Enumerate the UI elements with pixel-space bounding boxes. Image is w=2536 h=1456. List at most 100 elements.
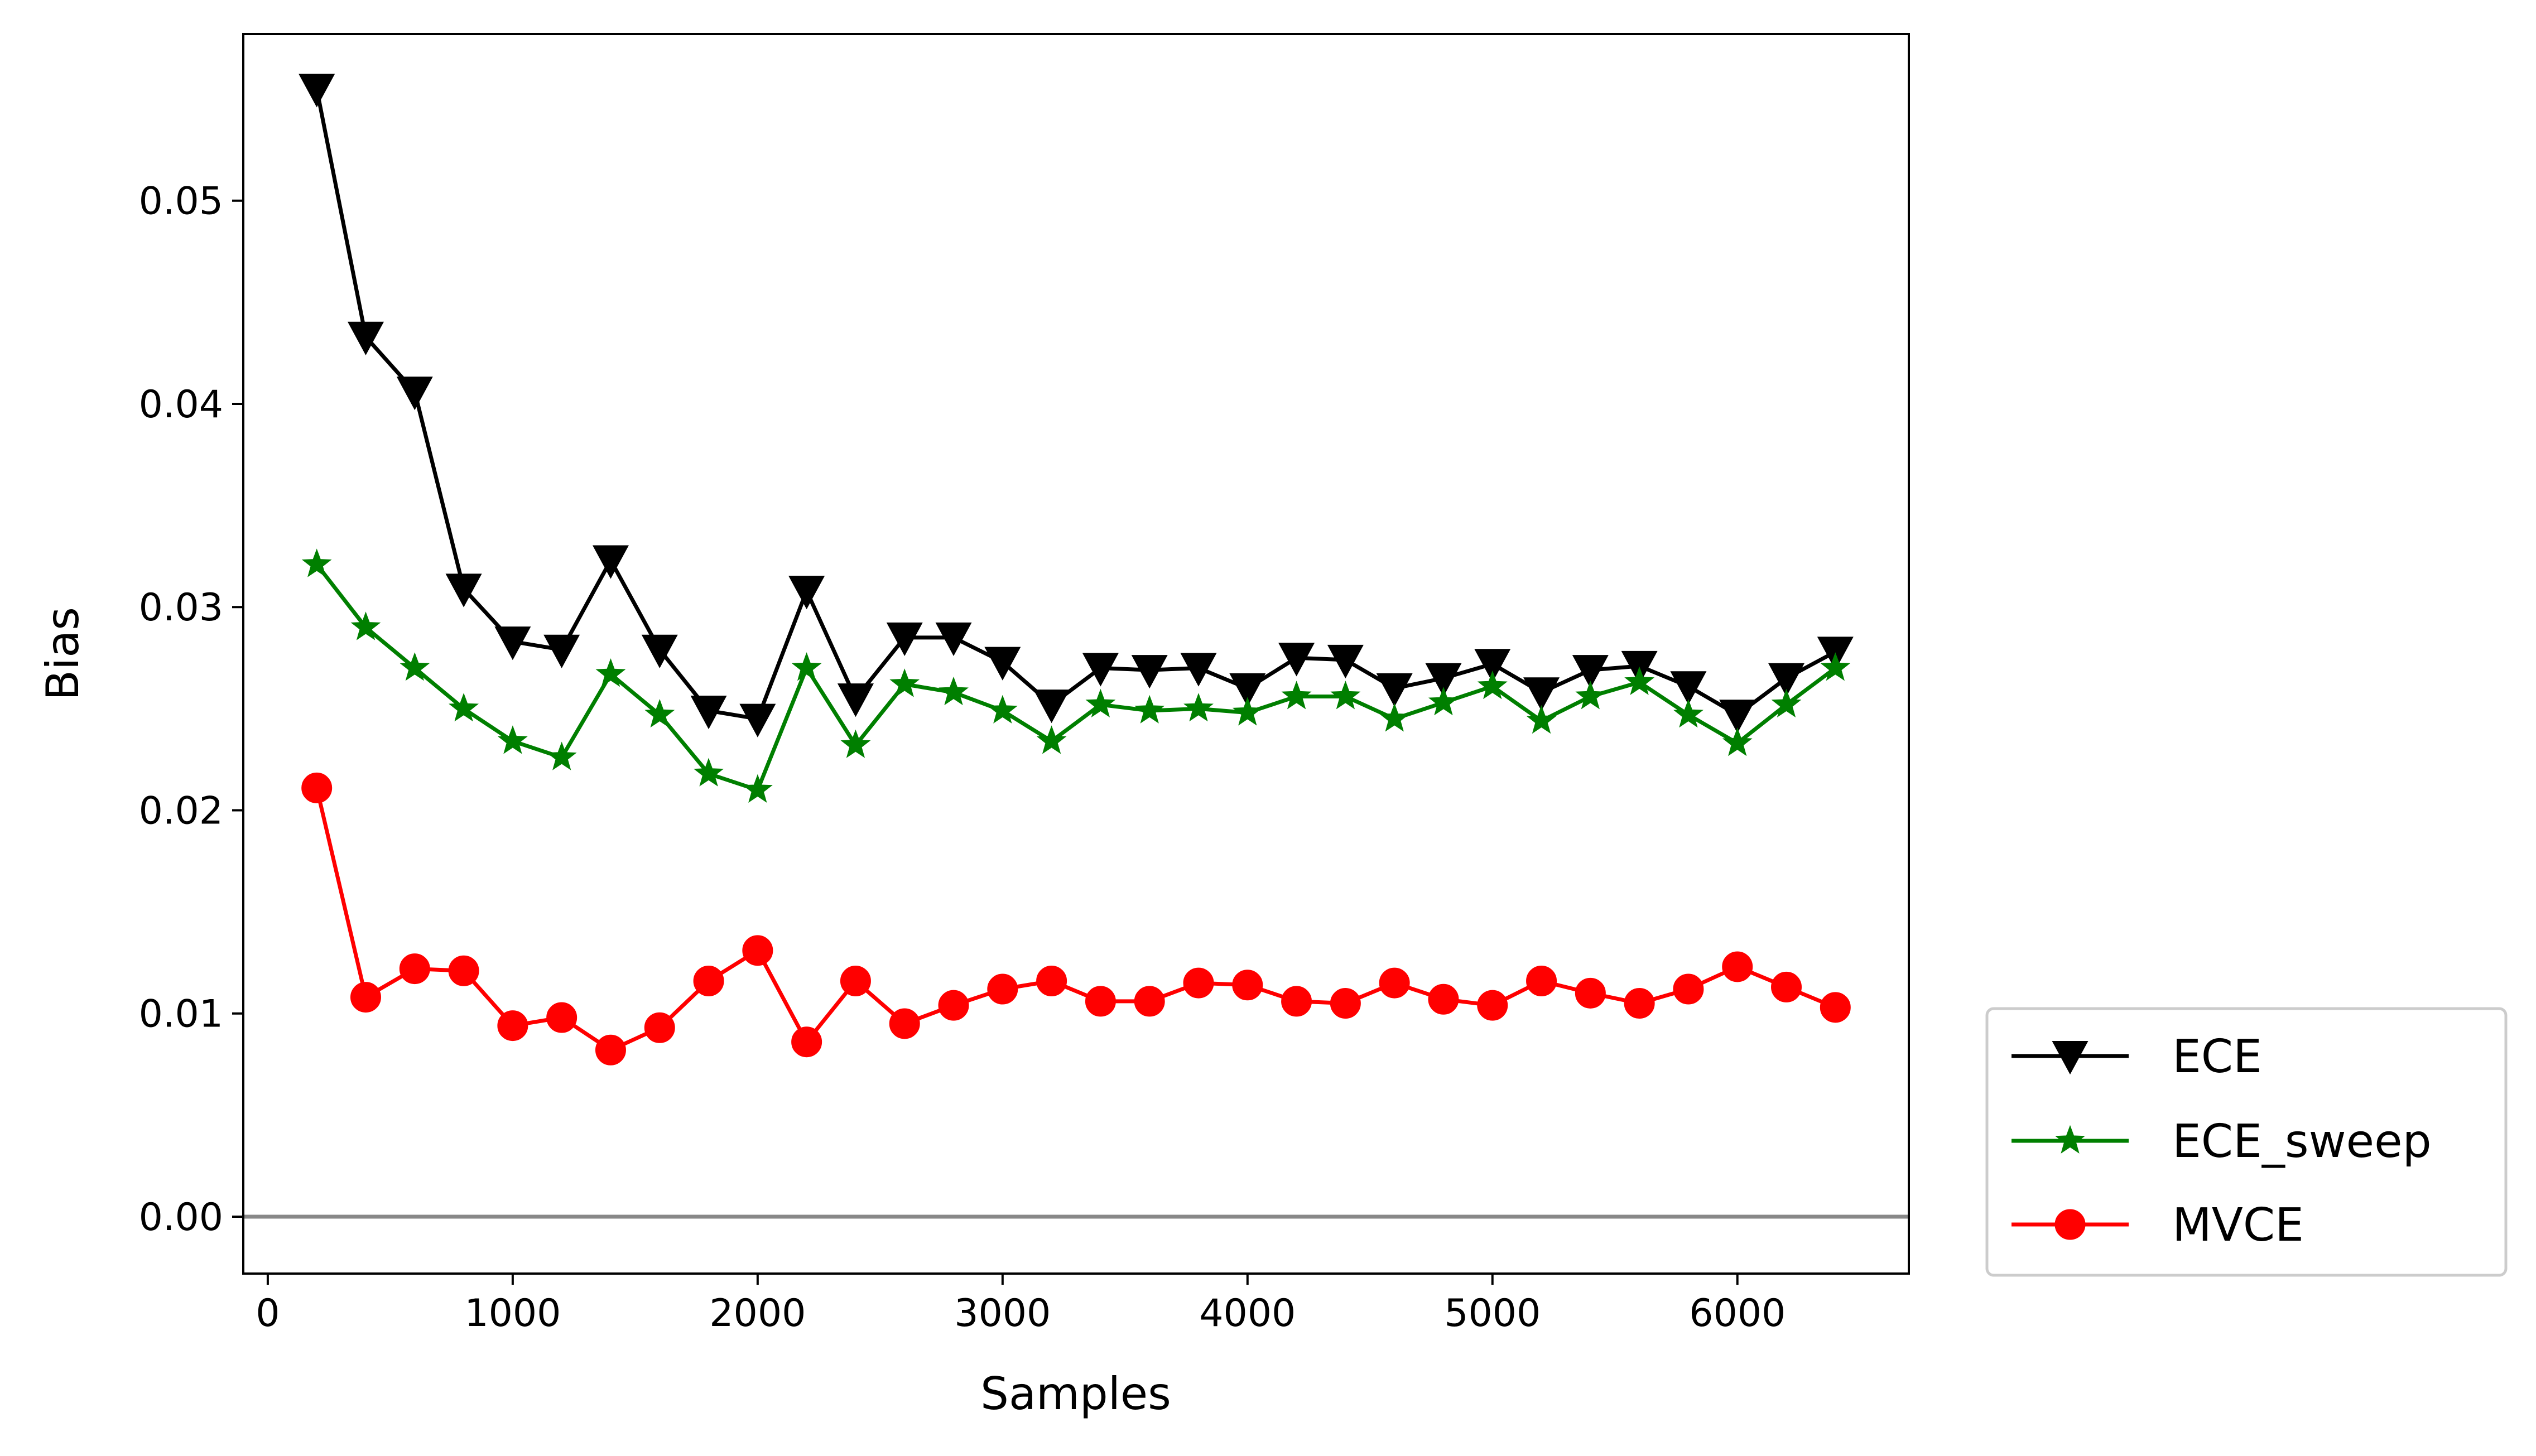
point-mvce-2600 — [889, 1008, 920, 1039]
point-ece-6000 — [1719, 700, 1756, 734]
legend-marker-ece — [2052, 1041, 2089, 1075]
point-mvce-4400 — [1330, 988, 1361, 1019]
point-ece-4200 — [1278, 643, 1315, 677]
legend-label-ece: ECE — [2172, 1030, 2262, 1083]
point-ece-5000 — [1474, 649, 1511, 683]
point-ece-sweep-2200 — [791, 652, 822, 681]
point-ece-sweep-600 — [400, 652, 430, 681]
point-ece-6200 — [1768, 663, 1805, 697]
point-ece-sweep-1800 — [694, 758, 724, 787]
point-mvce-1000 — [497, 1010, 528, 1042]
point-ece-sweep-3000 — [987, 695, 1018, 724]
legend-marker-ece-sweep — [2055, 1125, 2085, 1154]
point-ece-2800 — [935, 622, 972, 657]
point-ece-1600 — [641, 634, 678, 668]
x-tick-label: 3000 — [954, 1291, 1051, 1336]
point-ece-sweep-1600 — [644, 698, 675, 728]
point-ece-sweep-3800 — [1183, 693, 1214, 722]
point-ece-400 — [347, 321, 384, 355]
point-ece-3400 — [1082, 653, 1119, 687]
point-ece-1800 — [690, 695, 727, 730]
point-mvce-1200 — [546, 1002, 578, 1033]
series-line-ece-sweep — [315, 563, 1837, 792]
point-ece-sweep-4400 — [1330, 681, 1361, 710]
point-mvce-3800 — [1183, 967, 1214, 999]
point-ece-600 — [396, 377, 433, 411]
legend: ECE ECE_sweep MVCE — [1985, 1007, 2508, 1277]
point-ece-3000 — [984, 647, 1021, 681]
legend-marker-mvce — [2054, 1209, 2086, 1240]
point-ece-5800 — [1670, 671, 1707, 705]
point-mvce-1800 — [693, 965, 724, 996]
point-ece-sweep-3400 — [1085, 688, 1116, 718]
x-tick-label: 0 — [256, 1291, 280, 1336]
plot-frame — [242, 33, 1910, 1275]
point-ece-2200 — [788, 576, 825, 610]
point-ece-3800 — [1180, 653, 1217, 687]
y-tick-label: 0.02 — [139, 789, 223, 833]
point-ece-sweep-4800 — [1428, 687, 1459, 716]
point-mvce-3000 — [987, 973, 1018, 1005]
point-mvce-3200 — [1036, 965, 1067, 996]
point-mvce-6400 — [1820, 992, 1851, 1023]
point-ece-4400 — [1327, 644, 1364, 679]
point-ece-sweep-5800 — [1673, 698, 1704, 728]
point-ece-sweep-400 — [350, 611, 381, 640]
point-mvce-2800 — [938, 990, 969, 1021]
point-mvce-4000 — [1232, 970, 1263, 1001]
y-tick-label: 0.04 — [139, 383, 223, 427]
point-mvce-4600 — [1379, 967, 1410, 999]
point-mvce-6000 — [1722, 951, 1753, 982]
legend-label-ece-sweep: ECE_sweep — [2172, 1115, 2432, 1168]
x-tick-label: 5000 — [1444, 1291, 1541, 1336]
point-mvce-200 — [301, 772, 333, 803]
point-ece-sweep-4000 — [1232, 697, 1263, 726]
y-axis-label: Bias — [37, 607, 89, 701]
point-ece-2000 — [739, 703, 776, 737]
point-mvce-2000 — [742, 935, 773, 966]
point-ece-sweep-200 — [301, 548, 332, 577]
point-ece-2600 — [886, 622, 923, 657]
point-ece-sweep-1000 — [497, 725, 528, 754]
point-mvce-400 — [350, 982, 381, 1013]
point-ece-5200 — [1523, 677, 1560, 711]
series-mvce — [301, 772, 1851, 1066]
point-ece-200 — [299, 74, 335, 108]
point-mvce-4200 — [1281, 986, 1312, 1017]
point-ece-5400 — [1572, 655, 1609, 689]
point-mvce-3400 — [1085, 986, 1116, 1017]
x-tick-label: 4000 — [1199, 1291, 1296, 1336]
point-ece-1200 — [543, 634, 580, 668]
point-ece-sweep-5000 — [1477, 670, 1508, 700]
point-ece-sweep-1400 — [595, 658, 626, 687]
series-ece — [299, 74, 1854, 737]
point-mvce-800 — [448, 955, 479, 986]
point-ece-2400 — [837, 683, 874, 717]
point-ece-1000 — [494, 626, 531, 660]
x-tick-label: 2000 — [709, 1291, 806, 1336]
point-ece-sweep-4600 — [1379, 703, 1410, 732]
point-ece-sweep-6400 — [1820, 652, 1851, 681]
point-ece-3200 — [1033, 690, 1070, 724]
y-tick-label: 0.05 — [139, 180, 223, 224]
point-ece-sweep-800 — [449, 693, 479, 722]
point-mvce-6200 — [1771, 971, 1802, 1002]
point-ece-4600 — [1376, 673, 1413, 707]
point-mvce-4800 — [1428, 983, 1459, 1015]
y-tick-label: 0.03 — [139, 586, 223, 630]
point-ece-sweep-2000 — [742, 774, 773, 803]
legend-label-mvce: MVCE — [2172, 1199, 2304, 1252]
point-ece-sweep-5600 — [1624, 666, 1655, 695]
point-mvce-600 — [399, 953, 430, 985]
point-ece-sweep-3600 — [1134, 695, 1165, 724]
point-mvce-2200 — [791, 1026, 822, 1058]
x-tick-label: 6000 — [1689, 1291, 1786, 1336]
legend-box — [1985, 1007, 2508, 1277]
point-ece-1400 — [592, 545, 629, 579]
point-mvce-5600 — [1624, 988, 1655, 1019]
point-mvce-2400 — [840, 965, 871, 996]
point-mvce-5200 — [1526, 965, 1557, 996]
point-ece-sweep-2800 — [939, 676, 969, 706]
point-ece-sweep-6000 — [1722, 727, 1753, 756]
